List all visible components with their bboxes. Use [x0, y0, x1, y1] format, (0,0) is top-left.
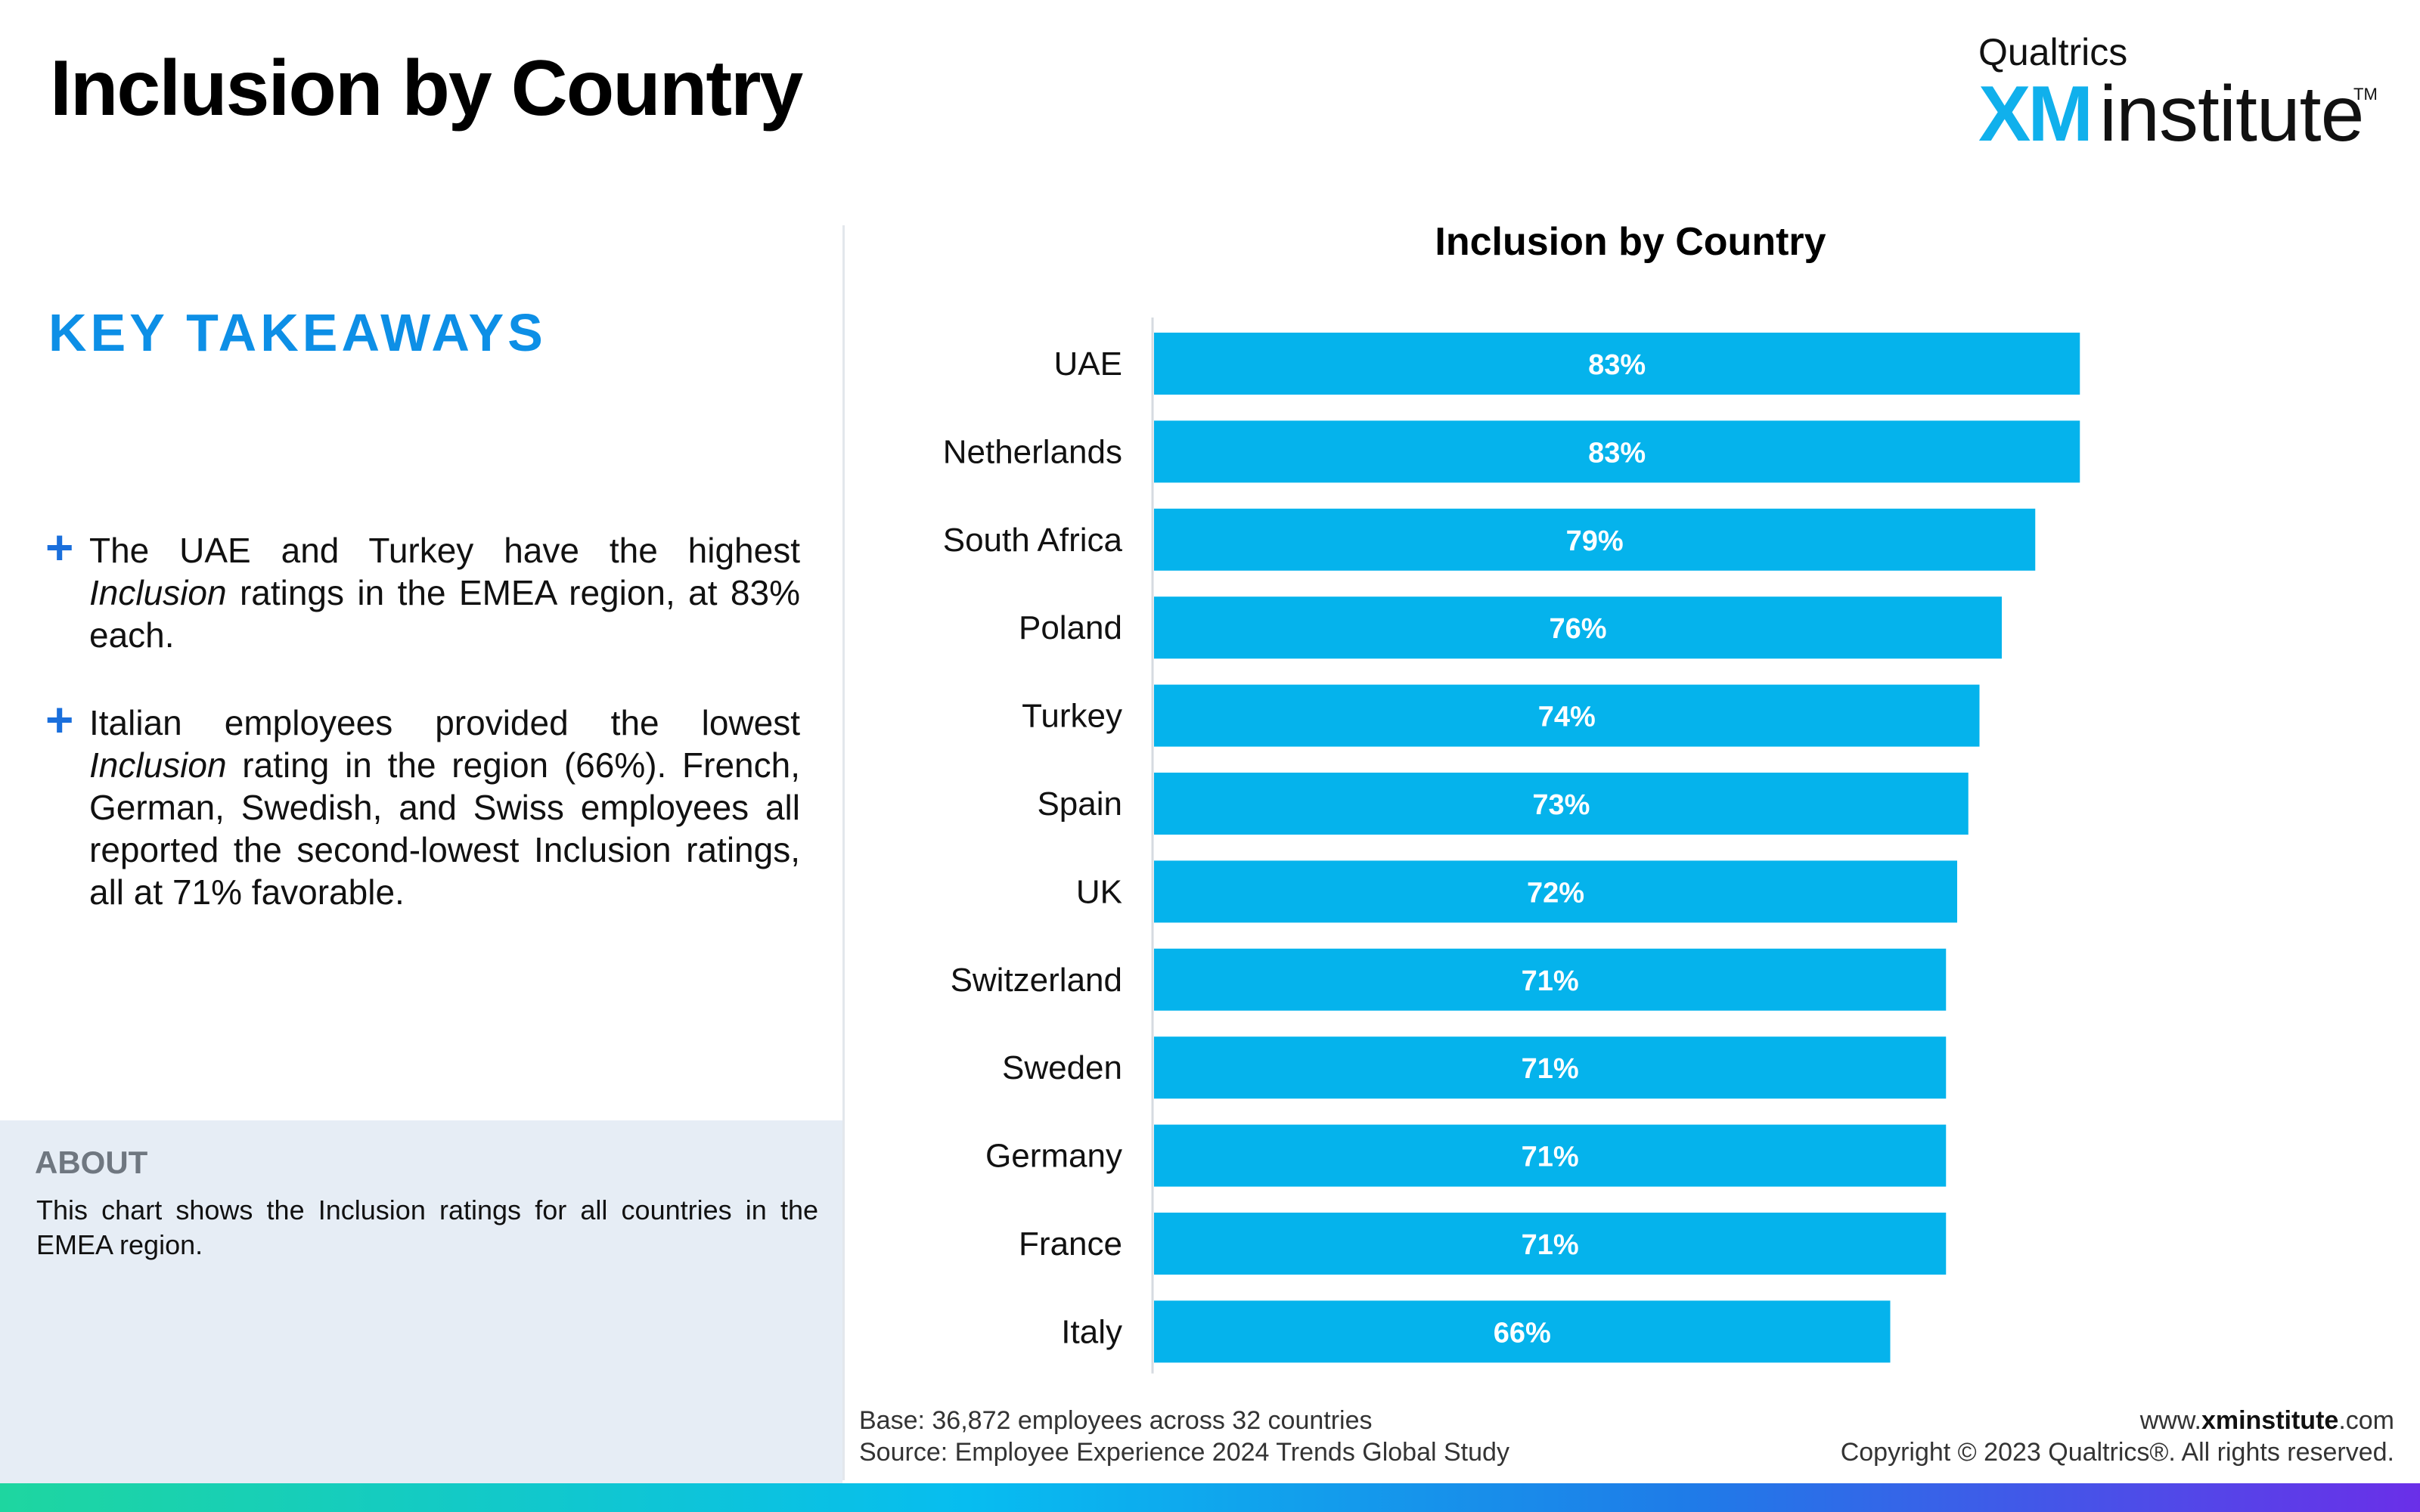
bar-value-label: 72%	[1527, 877, 1584, 909]
logo-brand: Qualtrics	[1978, 31, 2128, 73]
takeaway-text: The UAE and Turkey have the highest Incl…	[89, 531, 800, 655]
category-label: Switzerland	[951, 962, 1122, 999]
bar-value-label: 74%	[1538, 702, 1596, 733]
chart-title: Inclusion by Country	[1435, 220, 1826, 264]
bar-value-label: 71%	[1522, 965, 1579, 997]
bar-value-label: 73%	[1532, 789, 1590, 821]
source-text: Source: Employee Experience 2024 Trends …	[859, 1438, 1509, 1467]
bar-value-label: 71%	[1522, 1053, 1579, 1085]
category-label: Turkey	[1022, 698, 1122, 735]
source-note: Base: 36,872 employees across 32 countri…	[859, 1405, 1509, 1468]
xm-institute-logo: Qualtrics XM institute TM	[1978, 30, 2378, 158]
panel-divider	[842, 225, 845, 1480]
bar	[1154, 1124, 1947, 1187]
bar	[1154, 333, 2080, 395]
bar	[1154, 420, 2080, 483]
logo-xm: XM	[1978, 70, 2093, 158]
takeaway-item: + The UAE and Turkey have the highest In…	[45, 523, 800, 656]
category-label: South Africa	[943, 522, 1123, 559]
bar-value-label: 71%	[1522, 1229, 1579, 1261]
about-text: This chart shows the Inclusion ratings f…	[36, 1194, 818, 1260]
category-label: Poland	[1019, 609, 1122, 646]
category-label: UK	[1076, 873, 1122, 910]
bar-value-label: 66%	[1494, 1317, 1551, 1349]
takeaway-item: + Italian employees provided the lowest …	[45, 696, 800, 913]
bar-value-label: 76%	[1549, 613, 1606, 645]
bar	[1154, 596, 2002, 659]
bar	[1154, 1300, 1891, 1363]
page-title: Inclusion by Country	[50, 45, 803, 132]
bar	[1154, 773, 1969, 835]
footer-gradient-bar	[0, 1483, 2420, 1512]
bar-value-label: 79%	[1566, 525, 1624, 557]
bar-value-label: 83%	[1588, 349, 1646, 381]
category-label: Italy	[1061, 1313, 1122, 1350]
base-text: Base: 36,872 employees across 32 countri…	[859, 1406, 1373, 1435]
bar	[1154, 508, 2036, 571]
website-link[interactable]: www.xminstitute.com	[2139, 1406, 2394, 1435]
about-heading: ABOUT	[35, 1145, 148, 1180]
category-label: Spain	[1037, 785, 1122, 823]
logo-institute: institute	[2099, 70, 2364, 158]
about-panel: ABOUT This chart shows the Inclusion rat…	[0, 1120, 842, 1483]
bar	[1154, 1213, 1947, 1275]
category-label: UAE	[1054, 345, 1122, 383]
bar-value-label: 71%	[1522, 1142, 1579, 1173]
copyright-block: www.xminstitute.com Copyright © 2023 Qua…	[1841, 1405, 2394, 1468]
plus-icon: +	[45, 692, 74, 747]
bar-chart: UAE 83% Netherlands 83% South Africa 79% Polan…	[943, 318, 2080, 1374]
category-label: Sweden	[1002, 1049, 1122, 1086]
plus-icon: +	[45, 520, 74, 575]
copyright-text: Copyright © 2023 Qualtrics®. All rights …	[1840, 1438, 2394, 1467]
key-takeaways-heading: KEY TAKEAWAYS	[48, 303, 547, 362]
bar	[1154, 1036, 1947, 1099]
takeaway-text: Italian employees provided the lowest In…	[89, 703, 800, 912]
bar	[1154, 948, 1947, 1011]
bar-value-label: 83%	[1588, 437, 1646, 469]
takeaway-list: + The UAE and Turkey have the highest In…	[45, 523, 800, 959]
logo-trademark: TM	[2353, 85, 2378, 104]
category-label: Netherlands	[943, 433, 1122, 470]
bar	[1154, 860, 1957, 923]
category-label: France	[1019, 1225, 1122, 1263]
bar	[1154, 684, 1980, 747]
category-label: Germany	[985, 1138, 1122, 1175]
